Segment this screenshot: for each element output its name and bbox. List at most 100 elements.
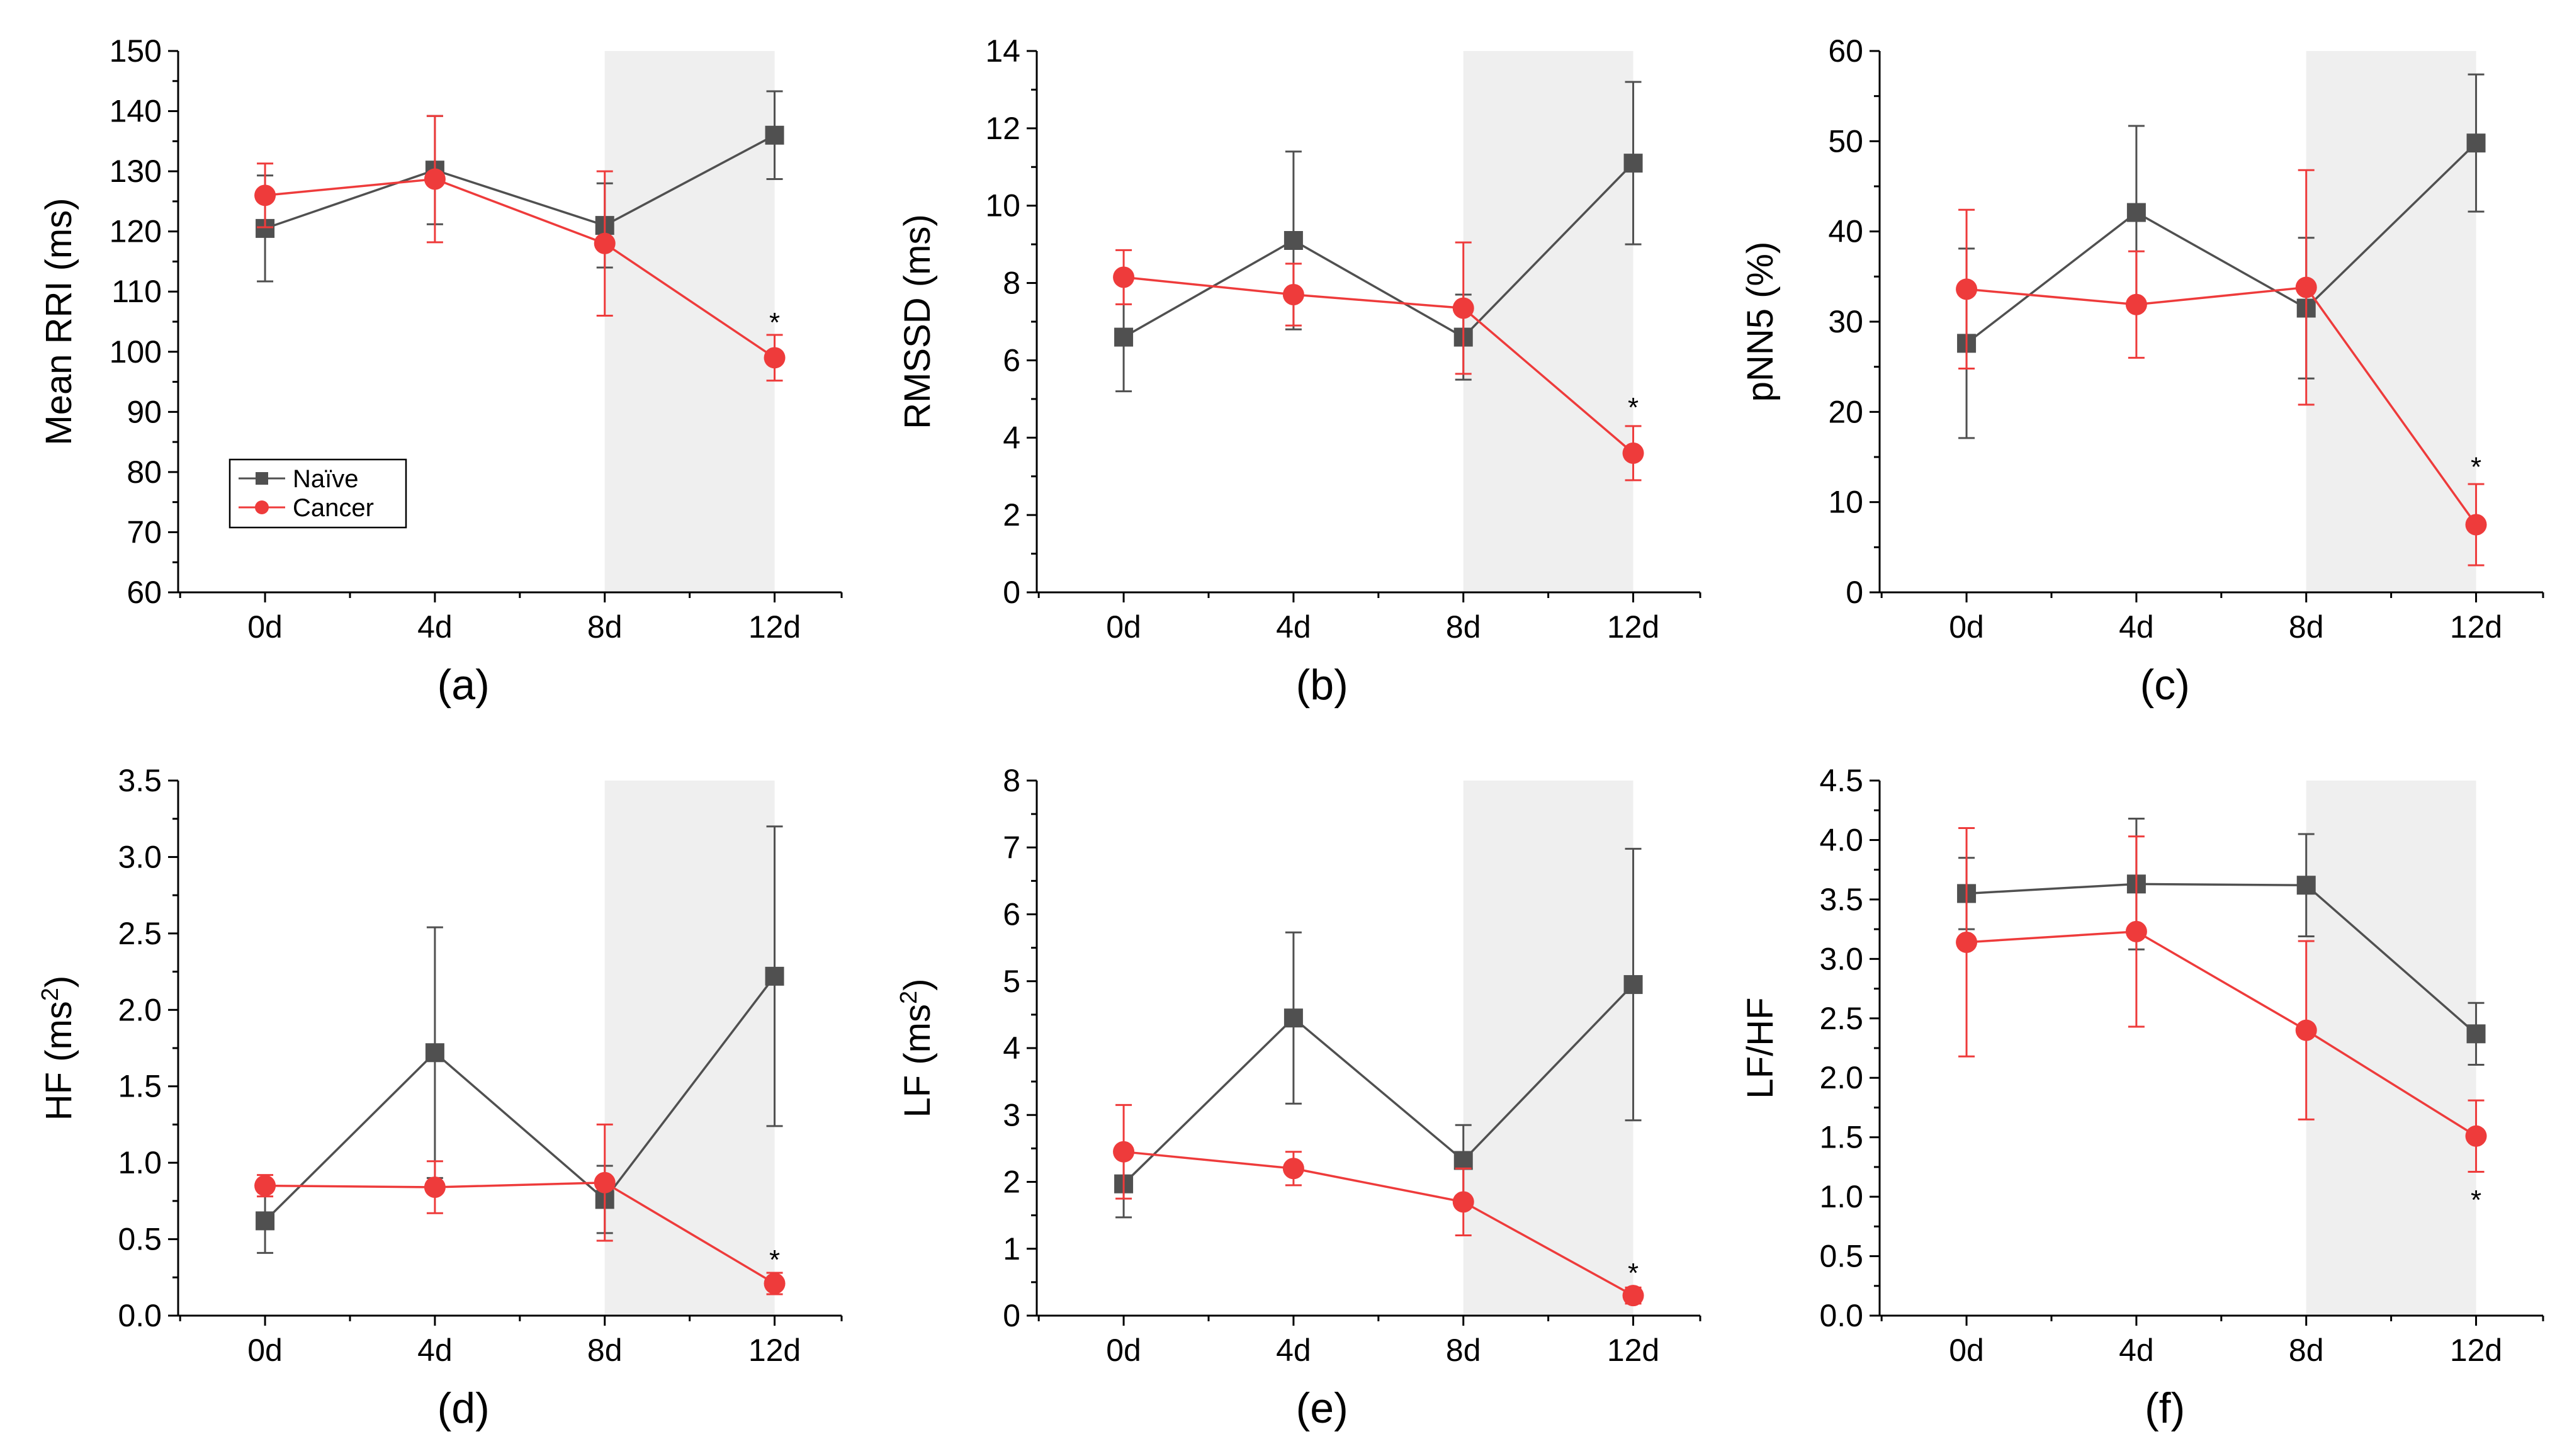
shaded-region	[2306, 51, 2476, 592]
y-tick-label: 100	[110, 334, 162, 370]
y-tick-label: 2.0	[1819, 1060, 1863, 1095]
y-tick-label: 0.5	[1819, 1239, 1863, 1274]
y-tick-label: 12	[985, 111, 1020, 146]
x-tick-label: 0d	[1106, 609, 1141, 645]
x-tick-label: 12d	[1607, 609, 1659, 645]
data-point	[1282, 284, 1304, 305]
x-tick-label: 12d	[2450, 609, 2502, 645]
data-point	[2125, 293, 2147, 315]
series-cancer	[1113, 1103, 1644, 1307]
series-line	[264, 178, 776, 359]
significance-marker: *	[2471, 1185, 2481, 1216]
chart-panel-e: 0 1 2 3 4 5 6 7 8 0d 4d 8d 12d LF (ms2) (e) *	[896, 763, 1701, 1432]
y-tick-label: 90	[127, 394, 162, 429]
legend-marker-square	[256, 472, 268, 485]
series-cancer	[1956, 827, 2487, 1173]
x-tick-label: 8d	[587, 1333, 623, 1368]
series-line	[264, 134, 776, 230]
data-point	[764, 1273, 786, 1294]
legend-label: Cancer	[293, 494, 374, 522]
series-cancer	[254, 115, 786, 382]
y-tick-label: 0.5	[118, 1222, 162, 1257]
data-point	[764, 347, 786, 369]
y-tick-label: 4	[1003, 420, 1020, 455]
series-line	[1966, 883, 2477, 1035]
series-line	[265, 1181, 776, 1285]
x-tick-label: 12d	[1607, 1333, 1659, 1368]
data-point	[1956, 278, 1978, 300]
y-tick-label: 0	[1003, 575, 1020, 610]
series-cancer	[1956, 169, 2487, 567]
panel-label: (e)	[1296, 1384, 1348, 1432]
data-point	[424, 1177, 446, 1198]
x-tick-label: 4d	[1276, 609, 1311, 645]
y-tick-label: 7	[1003, 830, 1020, 865]
y-axis-label: Mean RRI (ms)	[38, 198, 79, 445]
series-line	[264, 975, 776, 1222]
y-tick-label: 0.0	[118, 1298, 162, 1333]
y-tick-label: 140	[110, 94, 162, 129]
data-point	[2295, 276, 2317, 298]
y-tick-label: 110	[111, 274, 162, 309]
y-tick-label: 80	[127, 454, 162, 490]
chart-panel-f: 0.0 0.5 1.0 1.5 2.0 2.5 3.0 3.5 4.0 4.5 0d 4d 8d 12d L…	[1740, 763, 2544, 1432]
data-point	[594, 232, 616, 254]
y-tick-label: 10	[985, 188, 1020, 223]
y-tick-label: 1.5	[1819, 1120, 1863, 1155]
y-axis-label: RMSSD (ms)	[897, 214, 938, 429]
data-point	[424, 168, 446, 190]
data-point	[256, 1211, 275, 1231]
y-tick-label: 1.0	[118, 1145, 162, 1180]
shaded-region	[1463, 51, 1633, 592]
series-line	[1123, 162, 1634, 339]
series-line	[1966, 930, 2477, 1137]
y-tick-label: 3.5	[1819, 882, 1863, 917]
chart-panel-a: 60 70 80 90 100 110 120 130 140 150 0d 4d 8d 12d Mean …	[38, 33, 843, 709]
x-tick-label: 4d	[1276, 1333, 1311, 1368]
x-tick-label: 8d	[1446, 1333, 1481, 1368]
x-tick-label: 8d	[587, 609, 623, 645]
y-tick-label: 5	[1003, 964, 1020, 999]
shaded-region	[2306, 781, 2476, 1316]
x-tick-label: 8d	[2289, 1333, 2324, 1368]
x-tick-label: 0d	[247, 1333, 283, 1368]
data-point	[1452, 1191, 1474, 1213]
shaded-region	[604, 51, 775, 592]
x-tick-label: 4d	[417, 1333, 453, 1368]
significance-marker: *	[1628, 392, 1639, 423]
y-tick-label: 30	[1828, 304, 1863, 339]
y-tick-label: 4.0	[1819, 822, 1863, 857]
y-tick-label: 3	[1003, 1097, 1020, 1132]
panel-label: (a)	[437, 661, 490, 709]
y-tick-label: 70	[127, 514, 162, 550]
data-point	[1282, 1158, 1304, 1180]
legend-box	[228, 458, 407, 529]
data-point	[1284, 231, 1303, 250]
y-tick-label: 2	[1003, 497, 1020, 533]
data-point	[1622, 1285, 1644, 1307]
data-point	[765, 966, 784, 986]
y-tick-label: 6	[1003, 897, 1020, 932]
chart-panel-c: 0 10 20 30 40 50 60 0d 4d 8d 12d pNN5 (%) (c) *	[1740, 33, 2544, 709]
y-tick-label: 1	[1003, 1231, 1020, 1267]
x-tick-label: 4d	[417, 609, 453, 645]
data-point	[254, 1175, 276, 1197]
y-tick-label: 1.0	[1819, 1179, 1863, 1214]
y-tick-label: 1.5	[118, 1069, 162, 1104]
x-tick-label: 12d	[2450, 1333, 2502, 1368]
data-point	[1114, 327, 1134, 347]
series-line	[1966, 286, 2477, 526]
data-point	[2296, 876, 2316, 895]
significance-marker: *	[769, 307, 780, 338]
data-point	[1113, 1141, 1135, 1163]
y-tick-label: 2.5	[118, 916, 162, 951]
y-tick-label: 8	[1003, 763, 1020, 798]
series-line	[1123, 276, 1634, 454]
data-point	[2125, 920, 2147, 942]
y-tick-label: 50	[1828, 123, 1863, 159]
y-tick-label: 2.0	[118, 992, 162, 1027]
x-tick-label: 8d	[2289, 609, 2324, 645]
shaded-region	[1463, 781, 1633, 1316]
series-cancer	[1113, 241, 1644, 482]
y-tick-label: 4	[1003, 1030, 1020, 1066]
